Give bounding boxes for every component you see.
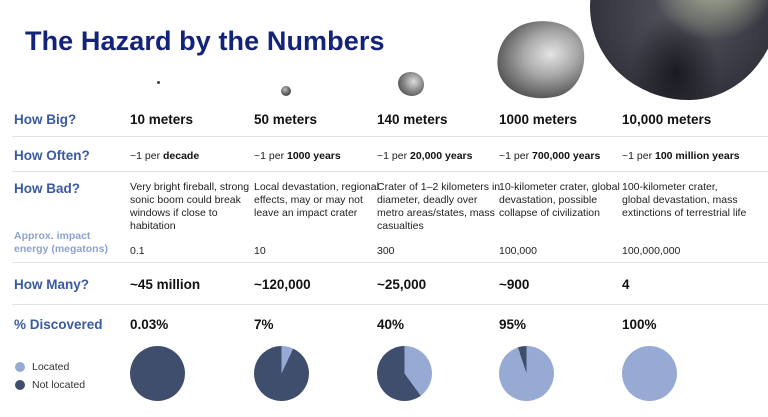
frequency-cell: ~1 per 700,000 years <box>499 150 601 162</box>
frequency-cell: ~1 per decade <box>130 150 200 162</box>
frequency-cell: ~1 per 100 million years <box>622 150 740 162</box>
row-divider <box>12 262 768 263</box>
energy-cell: 100,000 <box>499 245 537 257</box>
discovery-pie-chart <box>499 346 554 401</box>
row-label-impact-energy: Approx. impact energy (megatons) <box>14 230 108 255</box>
discovery-pie-chart <box>377 346 432 401</box>
legend-not-located: Not located <box>15 379 85 391</box>
energy-cell: 100,000,000 <box>622 245 681 257</box>
effect-cell: Crater of 1–2 kilometers in diameter, de… <box>377 181 501 232</box>
frequency-cell: ~1 per 1000 years <box>254 150 341 162</box>
frequency-cell: ~1 per 20,000 years <box>377 150 473 162</box>
row-label-discovered: % Discovered <box>14 317 103 332</box>
effect-cell: Very bright fireball, strong sonic boom … <box>130 181 250 232</box>
row-label-how-bad: How Bad? <box>14 181 80 196</box>
size-cell: 50 meters <box>254 112 318 127</box>
asteroid-10000m-image <box>590 0 768 100</box>
count-cell: ~900 <box>499 277 530 292</box>
discovery-pie-chart <box>254 346 309 401</box>
row-divider <box>12 304 768 305</box>
row-label-how-big: How Big? <box>14 112 77 127</box>
count-cell: ~45 million <box>130 277 201 292</box>
page-title: The Hazard by the Numbers <box>25 26 385 56</box>
legend-located: Located <box>15 361 69 373</box>
count-cell: ~120,000 <box>254 277 311 292</box>
located-swatch-icon <box>15 362 25 372</box>
size-cell: 1000 meters <box>499 112 578 127</box>
discovered-cell: 0.03% <box>130 317 169 332</box>
discovered-cell: 95% <box>499 317 527 332</box>
asteroid-1000m-image <box>489 12 593 108</box>
discovered-cell: 40% <box>377 317 405 332</box>
asteroid-50m-image <box>281 86 291 96</box>
not-located-swatch-icon <box>15 380 25 390</box>
size-cell: 10 meters <box>130 112 194 127</box>
size-cell: 10,000 meters <box>622 112 712 127</box>
effect-cell: 100-kilometer crater, global devastation… <box>622 181 747 219</box>
row-label-how-often: How Often? <box>14 148 90 163</box>
energy-cell: 0.1 <box>130 245 145 257</box>
row-label-how-many: How Many? <box>14 277 90 292</box>
asteroid-140m-image <box>398 72 424 96</box>
row-divider <box>12 171 768 172</box>
effect-cell: Local devastation, regional effects, may… <box>254 181 379 219</box>
asteroid-10m-image <box>157 81 160 84</box>
row-divider <box>12 136 768 137</box>
energy-cell: 10 <box>254 245 266 257</box>
count-cell: ~25,000 <box>377 277 427 292</box>
energy-cell: 300 <box>377 245 395 257</box>
effect-cell: 10-kilometer crater, global devastation,… <box>499 181 620 219</box>
discovered-cell: 7% <box>254 317 274 332</box>
discovery-pie-chart <box>622 346 677 401</box>
size-cell: 140 meters <box>377 112 448 127</box>
discovered-cell: 100% <box>622 317 657 332</box>
discovery-pie-chart <box>130 346 185 401</box>
count-cell: 4 <box>622 277 630 292</box>
